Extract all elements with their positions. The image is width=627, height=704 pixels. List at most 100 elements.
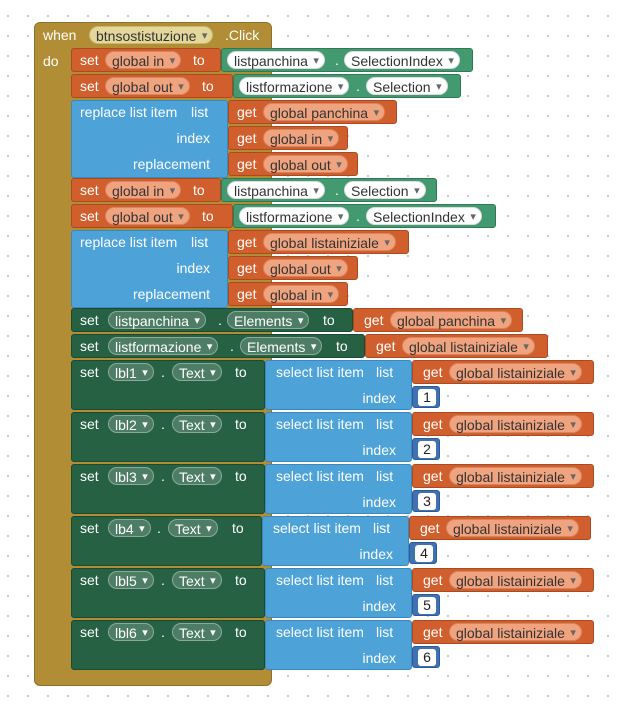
index-socket-label: index <box>176 260 210 276</box>
set-global-out-block[interactable]: set global out to <box>71 74 233 98</box>
number-field[interactable]: 5 <box>418 597 436 614</box>
component-dropdown-lbl6[interactable]: lbl6 <box>108 623 154 642</box>
variable-dropdown-global-in[interactable]: global in <box>105 51 182 70</box>
select-list-item-block-4[interactable]: select list item list index <box>262 516 409 566</box>
component-dropdown-listpanchina[interactable]: listpanchina <box>227 51 325 70</box>
select-list-item-block-1[interactable]: select list item list index <box>265 360 412 410</box>
number-block-2[interactable]: 2 <box>412 438 440 460</box>
property-dropdown-selectionindex[interactable]: SelectionIndex <box>344 51 460 70</box>
variable-dropdown-global-panchina[interactable]: global panchina <box>390 311 513 330</box>
get-global-out-block[interactable]: get global out <box>228 152 358 176</box>
set-lb4-text-block[interactable]: set lb4 . Text to <box>71 516 262 566</box>
variable-dropdown-global-in[interactable]: global in <box>263 285 340 304</box>
property-dropdown-elements[interactable]: Elements <box>240 337 323 356</box>
property-dropdown-selection[interactable]: Selection <box>366 77 448 96</box>
number-field[interactable]: 1 <box>418 389 436 406</box>
variable-dropdown-global-out[interactable]: global out <box>263 259 348 278</box>
property-dropdown-text[interactable]: Text <box>172 363 222 382</box>
number-block-4[interactable]: 4 <box>409 542 437 564</box>
set-lbl1-text-block[interactable]: set lbl1 . Text to <box>71 360 265 410</box>
get-global-in-block-2[interactable]: get global in <box>228 282 348 306</box>
listformazione-selectionindex-getter[interactable]: listformazione . SelectionIndex <box>233 204 496 228</box>
set-listformazione-elements-block[interactable]: set listformazione . Elements to <box>71 334 365 358</box>
variable-dropdown-global-listainiziale[interactable]: global listainiziale <box>449 415 582 434</box>
event-component-dropdown[interactable]: btnsostistuzione <box>89 26 214 45</box>
listpanchina-selection-getter[interactable]: listpanchina . Selection <box>221 178 437 202</box>
select-list-item-label: select list item <box>276 572 364 588</box>
component-dropdown-lbl1[interactable]: lbl1 <box>108 363 154 382</box>
variable-dropdown-global-out[interactable]: global out <box>105 207 190 226</box>
replace-list-item-block-2[interactable]: replace list item list index replacement <box>71 230 228 308</box>
variable-dropdown-global-listainiziale[interactable]: global listainiziale <box>446 519 579 538</box>
get-global-listainiziale-block-lbl1[interactable]: get global listainiziale <box>412 360 594 384</box>
listpanchina-selectionindex-getter[interactable]: listpanchina . SelectionIndex <box>221 48 473 72</box>
variable-dropdown-global-in[interactable]: global in <box>263 129 340 148</box>
number-block-1[interactable]: 1 <box>412 386 440 408</box>
component-dropdown-listpanchina[interactable]: listpanchina <box>227 181 325 200</box>
variable-dropdown-global-out[interactable]: global out <box>105 77 190 96</box>
variable-dropdown-global-listainiziale[interactable]: global listainiziale <box>449 363 582 382</box>
variable-dropdown-global-panchina[interactable]: global panchina <box>263 103 386 122</box>
property-dropdown-text[interactable]: Text <box>172 623 222 642</box>
list-socket-label: list <box>376 624 394 640</box>
set-global-out-block-2[interactable]: set global out to <box>71 204 233 228</box>
select-list-item-block-2[interactable]: select list item list index <box>265 412 412 462</box>
component-dropdown-listformazione[interactable]: listformazione <box>239 207 350 226</box>
variable-dropdown-global-out[interactable]: global out <box>263 155 348 174</box>
variable-dropdown-global-listainiziale[interactable]: global listainiziale <box>449 467 582 486</box>
get-global-listainiziale-block-lbl2[interactable]: get global listainiziale <box>412 412 594 436</box>
number-block-6[interactable]: 6 <box>412 646 440 668</box>
property-dropdown-elements[interactable]: Elements <box>227 311 310 330</box>
property-dropdown-selection[interactable]: Selection <box>344 181 426 200</box>
replace-list-item-block-1[interactable]: replace list item list index replacement <box>71 100 228 178</box>
property-dropdown-text[interactable]: Text <box>168 519 218 538</box>
set-listpanchina-elements-block[interactable]: set listpanchina . Elements to <box>71 308 353 332</box>
get-global-panchina-block[interactable]: get global panchina <box>228 100 397 124</box>
property-dropdown-text[interactable]: Text <box>172 571 222 590</box>
select-list-item-block-3[interactable]: select list item list index <box>265 464 412 514</box>
select-list-item-block-6[interactable]: select list item list index <box>265 620 412 670</box>
property-dropdown-text[interactable]: Text <box>172 415 222 434</box>
component-dropdown-listformazione[interactable]: listformazione <box>108 337 219 356</box>
get-global-listainiziale-block[interactable]: get global listainiziale <box>228 230 409 254</box>
component-dropdown-listpanchina[interactable]: listpanchina <box>108 311 206 330</box>
number-block-3[interactable]: 3 <box>412 490 440 512</box>
number-field[interactable]: 2 <box>418 441 436 458</box>
get-global-listainiziale-block-2[interactable]: get global listainiziale <box>365 334 548 358</box>
number-field[interactable]: 6 <box>418 649 436 666</box>
component-dropdown-lbl2[interactable]: lbl2 <box>108 415 154 434</box>
component-dropdown-lb4[interactable]: lb4 <box>108 519 151 538</box>
component-dropdown-listformazione[interactable]: listformazione <box>239 77 350 96</box>
number-block-5[interactable]: 5 <box>412 594 440 616</box>
get-global-listainiziale-block-lb4[interactable]: get global listainiziale <box>409 516 591 540</box>
event-name-label: .Click <box>225 27 260 43</box>
number-field[interactable]: 3 <box>418 493 436 510</box>
variable-dropdown-global-listainiziale[interactable]: global listainiziale <box>449 623 582 642</box>
get-global-out-block-2[interactable]: get global out <box>228 256 358 280</box>
set-label: set <box>80 416 99 432</box>
set-global-in-block[interactable]: set global in to <box>71 48 221 72</box>
variable-dropdown-global-listainiziale[interactable]: global listainiziale <box>449 571 582 590</box>
number-field[interactable]: 4 <box>415 545 433 562</box>
property-dropdown-text[interactable]: Text <box>172 467 222 486</box>
get-global-listainiziale-block-lbl6[interactable]: get global listainiziale <box>412 620 594 644</box>
set-lbl5-text-block[interactable]: set lbl5 . Text to <box>71 568 265 618</box>
component-dropdown-lbl5[interactable]: lbl5 <box>108 571 154 590</box>
listformazione-selection-getter[interactable]: listformazione . Selection <box>233 74 461 98</box>
set-global-in-block-2[interactable]: set global in to <box>71 178 221 202</box>
set-lbl2-text-block[interactable]: set lbl2 . Text to <box>71 412 265 462</box>
set-lbl6-text-block[interactable]: set lbl6 . Text to <box>71 620 265 670</box>
component-dropdown-lbl3[interactable]: lbl3 <box>108 467 154 486</box>
variable-dropdown-global-listainiziale[interactable]: global listainiziale <box>263 233 396 252</box>
property-dropdown-selectionindex[interactable]: SelectionIndex <box>366 207 482 226</box>
variable-dropdown-global-listainiziale[interactable]: global listainiziale <box>402 337 535 356</box>
get-global-panchina-block-2[interactable]: get global panchina <box>353 308 523 332</box>
select-list-item-block-5[interactable]: select list item list index <box>265 568 412 618</box>
dot-label: . <box>218 312 222 328</box>
set-lbl3-text-block[interactable]: set lbl3 . Text to <box>71 464 265 514</box>
get-global-in-block[interactable]: get global in <box>228 126 348 150</box>
get-global-listainiziale-block-lbl5[interactable]: get global listainiziale <box>412 568 594 592</box>
variable-dropdown-global-in[interactable]: global in <box>105 181 182 200</box>
get-global-listainiziale-block-lbl3[interactable]: get global listainiziale <box>412 464 594 488</box>
